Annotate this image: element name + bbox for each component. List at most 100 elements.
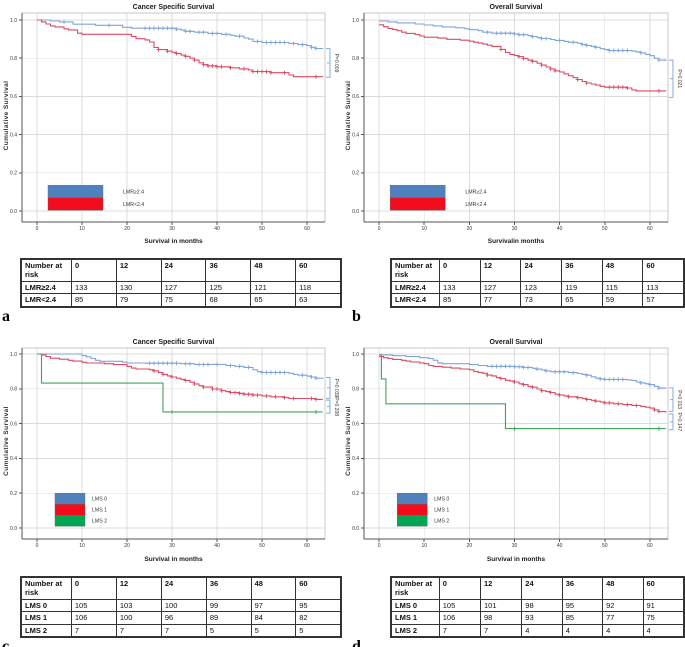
censor-marks-1 bbox=[152, 368, 318, 402]
risk-row: LMR≥2.4 133 130 127 125 121 118 bbox=[20, 280, 342, 295]
risk-col-header: 36 bbox=[561, 576, 604, 600]
risk-value: 95 bbox=[561, 598, 604, 613]
svg-text:0.2: 0.2 bbox=[10, 491, 17, 497]
gridlines bbox=[364, 13, 668, 222]
risk-value: 93 bbox=[521, 611, 563, 625]
risk-value: 97 bbox=[250, 598, 297, 613]
legend: LMR≥2.4 LMR<2.4 bbox=[389, 185, 487, 211]
svg-text:0: 0 bbox=[36, 543, 39, 549]
risk-value: 91 bbox=[642, 598, 685, 613]
risk-value: 77 bbox=[602, 611, 644, 625]
risk-value: 115 bbox=[601, 280, 644, 295]
svg-text:60: 60 bbox=[304, 543, 310, 549]
chart-title: Overall Survival bbox=[490, 4, 543, 11]
svg-text:0.6: 0.6 bbox=[10, 94, 17, 100]
tick-labels: 0 10 20 30 40 50 60 0.0 0.2 0.4 0.6 0.8 1.0 bbox=[10, 18, 310, 232]
risk-value: 133 bbox=[439, 280, 481, 295]
risk-value: 82 bbox=[295, 611, 342, 625]
risk-row-label: LMR≥2.4 bbox=[20, 280, 72, 295]
svg-text:10: 10 bbox=[421, 226, 427, 232]
svg-text:1.0: 1.0 bbox=[10, 352, 17, 358]
pvalue-label-1: P=0.147 bbox=[676, 412, 682, 431]
axes bbox=[19, 348, 325, 542]
risk-value: 130 bbox=[115, 280, 162, 295]
censor-marks-0 bbox=[489, 364, 661, 391]
risk-value: 68 bbox=[205, 293, 252, 307]
svg-text:0.0: 0.0 bbox=[10, 526, 17, 532]
risk-corner-header: Number at risk bbox=[20, 258, 72, 282]
legend-swatch-0 bbox=[47, 185, 104, 198]
svg-text:60: 60 bbox=[304, 226, 310, 232]
risk-corner-header: Number at risk bbox=[20, 576, 72, 600]
censor-marks-1 bbox=[156, 47, 318, 79]
risk-value: 4 bbox=[642, 623, 685, 638]
svg-text:0.2: 0.2 bbox=[352, 491, 359, 497]
censor-marks-0 bbox=[147, 361, 318, 381]
risk-col-header: 60 bbox=[295, 576, 342, 600]
legend-label-1: LMS 1 bbox=[92, 508, 107, 514]
legend: LMR≥2.4 LMR<2.4 bbox=[47, 185, 144, 211]
risk-col-header: 24 bbox=[160, 258, 207, 282]
svg-text:0: 0 bbox=[378, 226, 381, 232]
risk-row-label: LMS 0 bbox=[20, 598, 72, 613]
risk-table-d: Number at risk 0 12 24 36 48 60 LMS 0 105 101 98 95… bbox=[390, 576, 685, 638]
censor-marks-2 bbox=[170, 409, 318, 414]
risk-value: 118 bbox=[295, 280, 342, 295]
legend: LMS 0 LMS 1 LMS 2 bbox=[396, 492, 449, 527]
axes bbox=[19, 13, 325, 225]
svg-text:0.8: 0.8 bbox=[352, 387, 359, 393]
risk-value: 7 bbox=[438, 623, 482, 638]
km-chart-d: 0 10 20 30 40 50 60 0.0 0.2 0.4 0.6 0.8 1.0 Overall S… bbox=[345, 339, 682, 563]
legend-label-1: LMS 1 bbox=[434, 508, 449, 514]
censor-marks-0 bbox=[62, 19, 318, 51]
pvalue-label-0: P=0.021 bbox=[676, 69, 682, 88]
svg-text:40: 40 bbox=[557, 543, 563, 549]
risk-corner-header: Number at risk bbox=[390, 576, 440, 600]
legend-swatch-2 bbox=[396, 514, 428, 527]
svg-text:1.0: 1.0 bbox=[352, 352, 359, 358]
legend-swatch-0 bbox=[54, 492, 86, 505]
panel-letter-d: d bbox=[352, 637, 361, 647]
risk-value: 85 bbox=[439, 293, 481, 307]
risk-col-header: 36 bbox=[205, 576, 252, 600]
risk-value: 105 bbox=[70, 598, 117, 613]
tick-labels: 0 10 20 30 40 50 60 0.0 0.2 0.4 0.6 0.8 1.0 bbox=[352, 352, 653, 549]
svg-text:0.0: 0.0 bbox=[352, 209, 359, 215]
pvalue-bracket-1 bbox=[668, 413, 674, 431]
panel-letter-b: b bbox=[352, 307, 361, 325]
risk-value: 73 bbox=[520, 293, 563, 307]
legend: LMS 0 LMS 1 LMS 2 bbox=[54, 492, 107, 527]
legend-swatch-0 bbox=[389, 185, 446, 198]
svg-text:10: 10 bbox=[79, 226, 85, 232]
chart-title: Cancer Specific Survival bbox=[133, 339, 215, 346]
risk-value: 95 bbox=[295, 598, 342, 613]
risk-row-label: LMS 2 bbox=[20, 623, 72, 638]
risk-value: 105 bbox=[438, 598, 482, 613]
risk-row-label: LMR<2.4 bbox=[20, 293, 72, 307]
risk-value: 7 bbox=[480, 623, 523, 638]
risk-value: 7 bbox=[70, 623, 117, 638]
risk-value: 119 bbox=[561, 280, 603, 295]
risk-value: 92 bbox=[602, 598, 644, 613]
y-axis-title: Cumulative Survival bbox=[3, 406, 10, 476]
svg-text:60: 60 bbox=[647, 226, 653, 232]
risk-col-header: 60 bbox=[295, 258, 342, 282]
risk-table-a: Number at risk 0 12 24 36 48 60 LMR≥2.4 133 130 12… bbox=[20, 258, 342, 308]
svg-text:30: 30 bbox=[512, 543, 518, 549]
pvalue-bracket-0 bbox=[668, 387, 674, 412]
axes bbox=[361, 13, 668, 225]
legend-label-1: LMR<2.4 bbox=[123, 202, 144, 208]
panel-c: 0 10 20 30 40 50 60 0.0 0.2 0.4 0.6 0.8 1.0 Cancer Sp… bbox=[0, 336, 342, 647]
legend-swatch-1 bbox=[47, 197, 104, 211]
legend-swatch-1 bbox=[389, 197, 446, 211]
risk-value: 123 bbox=[520, 280, 563, 295]
svg-text:50: 50 bbox=[259, 543, 265, 549]
risk-col-header: 48 bbox=[250, 258, 297, 282]
svg-text:30: 30 bbox=[169, 226, 175, 232]
svg-text:0.6: 0.6 bbox=[352, 421, 359, 427]
risk-value: 57 bbox=[642, 293, 685, 307]
svg-text:0.8: 0.8 bbox=[10, 387, 17, 393]
svg-text:0: 0 bbox=[36, 226, 39, 232]
